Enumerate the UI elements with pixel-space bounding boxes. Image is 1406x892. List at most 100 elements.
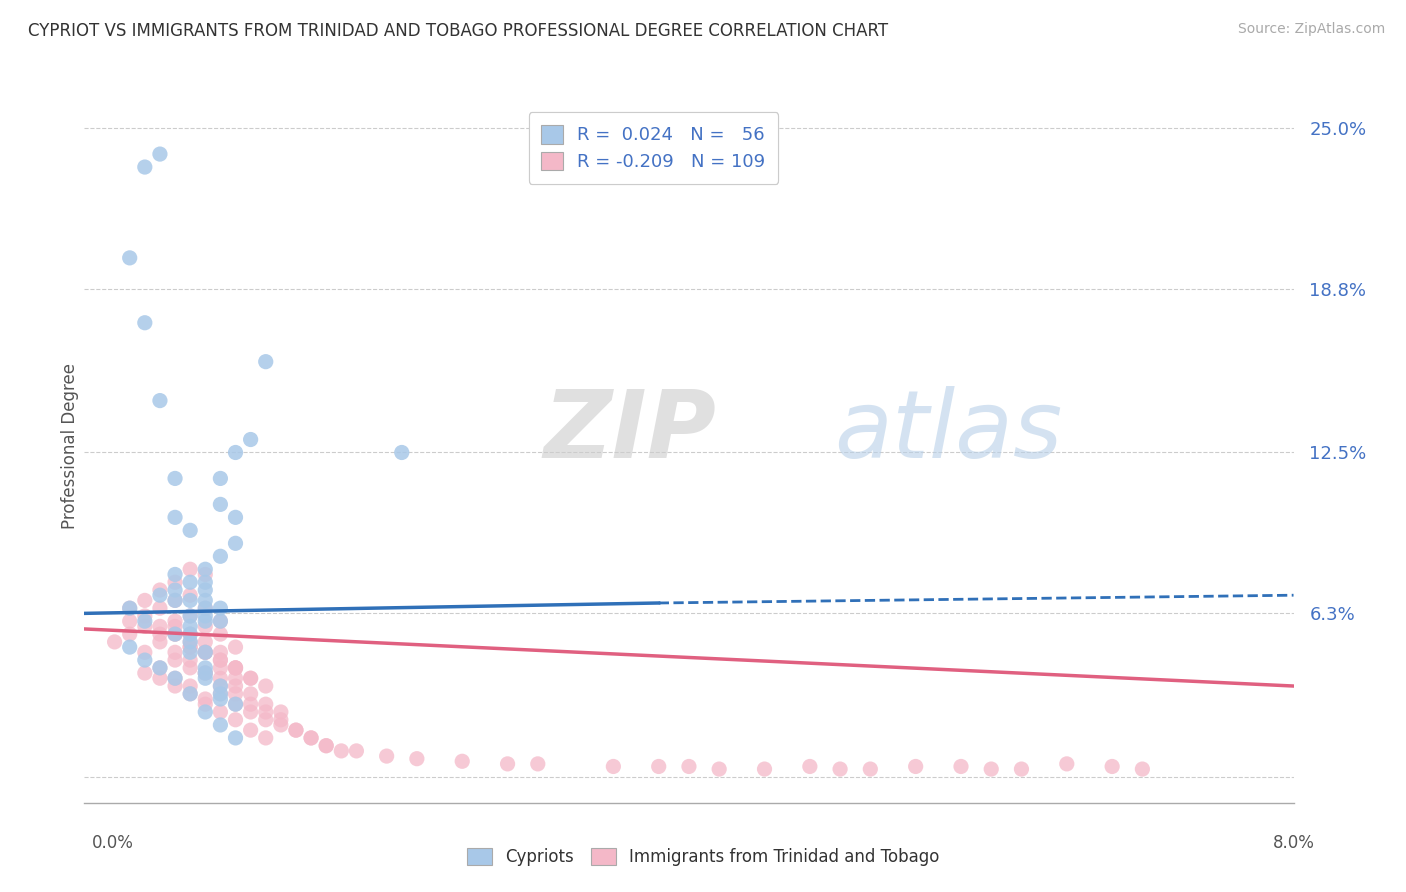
Point (149, 671, 172, 685)
Point (904, 759, 927, 773)
Point (239, 723, 262, 738)
Y-axis label: Professional Degree: Professional Degree (62, 363, 80, 529)
Point (149, 393, 172, 408)
Point (194, 601, 217, 615)
Point (118, 601, 141, 615)
Point (165, 679, 187, 693)
Legend: R =  0.024   N =   56, R = -0.209   N = 109: R = 0.024 N = 56, R = -0.209 N = 109 (529, 112, 778, 184)
Point (194, 661, 217, 675)
Point (209, 471, 232, 485)
Point (602, 759, 624, 773)
Point (134, 619, 156, 633)
Point (194, 666, 217, 681)
Point (165, 627, 187, 641)
Point (179, 679, 201, 693)
Point (709, 762, 731, 776)
Point (134, 653, 156, 667)
Point (194, 705, 217, 719)
Point (225, 661, 247, 675)
Point (194, 593, 217, 607)
Point (527, 756, 550, 771)
Point (179, 640, 201, 654)
Point (104, 635, 127, 649)
Point (118, 640, 141, 654)
Point (165, 653, 187, 667)
Point (239, 697, 262, 711)
Point (225, 661, 247, 675)
Point (391, 445, 413, 459)
Point (1132, 762, 1154, 776)
Point (165, 593, 187, 607)
Point (209, 679, 232, 693)
Point (1011, 762, 1033, 776)
Point (149, 582, 172, 597)
Point (149, 588, 172, 602)
Point (209, 692, 232, 706)
Point (209, 601, 232, 615)
Point (194, 645, 217, 659)
Point (134, 666, 156, 681)
Point (134, 316, 156, 330)
Point (239, 433, 262, 447)
Point (225, 661, 247, 675)
Point (165, 645, 187, 659)
Point (284, 723, 308, 738)
Legend: Cypriots, Immigrants from Trinidad and Tobago: Cypriots, Immigrants from Trinidad and T… (458, 840, 948, 875)
Point (165, 593, 187, 607)
Point (194, 671, 217, 685)
Point (209, 653, 232, 667)
Point (165, 575, 187, 590)
Point (118, 627, 141, 641)
Point (134, 645, 156, 659)
Point (209, 679, 232, 693)
Point (209, 627, 232, 641)
Point (209, 614, 232, 628)
Point (980, 762, 1002, 776)
Point (225, 731, 247, 745)
Point (179, 524, 201, 538)
Point (254, 354, 277, 368)
Point (270, 705, 292, 719)
Point (330, 744, 353, 758)
Point (299, 731, 322, 745)
Point (179, 635, 201, 649)
Point (134, 160, 156, 174)
Point (149, 661, 172, 675)
Point (225, 671, 247, 685)
Point (149, 661, 172, 675)
Point (179, 619, 201, 633)
Point (149, 635, 172, 649)
Point (165, 471, 187, 485)
Point (254, 697, 277, 711)
Point (179, 653, 201, 667)
Point (678, 759, 700, 773)
Point (299, 731, 322, 745)
Point (270, 713, 292, 727)
Point (830, 762, 852, 776)
Point (179, 575, 201, 590)
Point (1101, 759, 1123, 773)
Point (194, 645, 217, 659)
Point (149, 627, 172, 641)
Point (194, 666, 217, 681)
Point (179, 640, 201, 654)
Text: ZIP: ZIP (544, 385, 717, 478)
Point (209, 687, 232, 701)
Point (194, 562, 217, 576)
Point (179, 687, 201, 701)
Text: atlas: atlas (834, 386, 1063, 477)
Point (118, 251, 141, 265)
Point (179, 609, 201, 624)
Point (165, 619, 187, 633)
Point (239, 671, 262, 685)
Point (225, 697, 247, 711)
Point (225, 687, 247, 701)
Point (134, 593, 156, 607)
Point (225, 510, 247, 524)
Point (209, 661, 232, 675)
Point (179, 687, 201, 701)
Point (239, 705, 262, 719)
Point (165, 582, 187, 597)
Point (754, 762, 776, 776)
Point (194, 567, 217, 582)
